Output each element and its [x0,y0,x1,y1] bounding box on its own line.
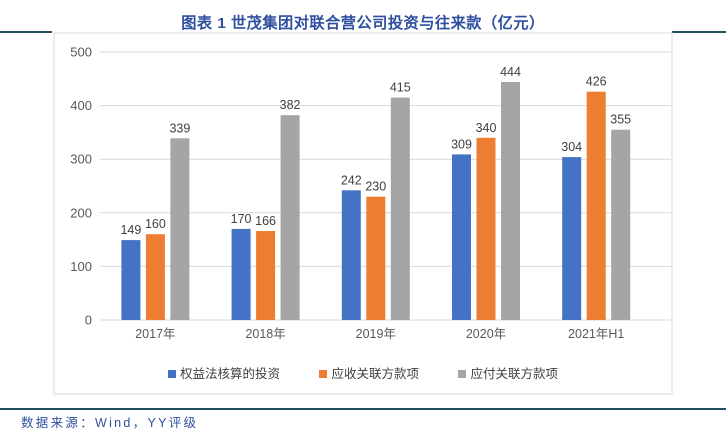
svg-text:339: 339 [169,121,190,135]
svg-text:0: 0 [85,313,92,328]
svg-text:160: 160 [145,217,166,231]
svg-text:426: 426 [586,75,607,89]
svg-text:400: 400 [70,98,92,113]
svg-text:242: 242 [341,173,362,187]
svg-text:382: 382 [280,98,301,112]
svg-text:2019年: 2019年 [356,327,396,341]
svg-text:415: 415 [390,81,411,95]
svg-text:309: 309 [451,137,472,151]
svg-text:355: 355 [610,113,631,127]
svg-text:340: 340 [476,121,497,135]
svg-text:500: 500 [70,45,92,60]
svg-text:230: 230 [365,180,386,194]
svg-text:166: 166 [255,214,276,228]
svg-text:444: 444 [500,65,521,79]
svg-text:2018年: 2018年 [245,327,285,341]
svg-text:100: 100 [70,259,92,274]
svg-text:300: 300 [70,152,92,167]
svg-text:2021年H1: 2021年H1 [568,327,624,341]
svg-text:2020年: 2020年 [466,327,506,341]
svg-text:170: 170 [231,212,252,226]
svg-text:304: 304 [561,140,582,154]
svg-text:200: 200 [70,205,92,220]
svg-text:149: 149 [120,223,141,237]
svg-text:2017年: 2017年 [135,327,175,341]
